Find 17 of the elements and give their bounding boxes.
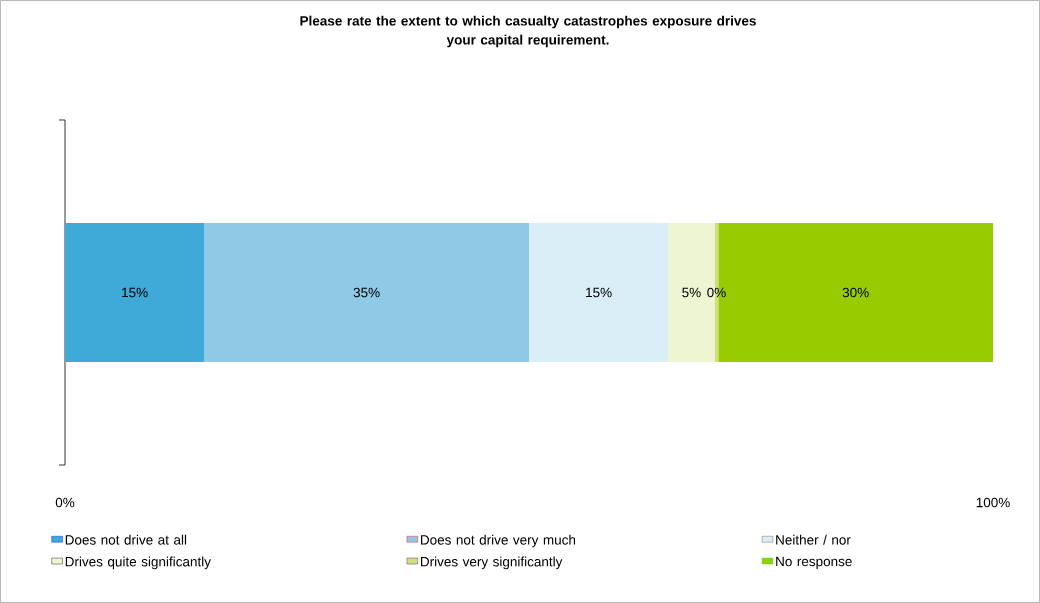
legend-label: Neither / nor — [776, 534, 851, 545]
chart-title: Please rate the extent to which casualty catastrophes exposure drives your capital requirement. — [300, 15, 756, 48]
data-label: 15% — [586, 287, 612, 298]
legend-label: Does not drive very much — [421, 534, 576, 548]
legend-label: Drives very significantly — [421, 556, 563, 570]
legend-label: Drives quite significantly — [65, 556, 211, 570]
data-label: 0% — [707, 287, 726, 298]
bar — [65, 223, 205, 362]
legend-label: No response — [776, 556, 852, 569]
legend-label: Does not drive at all — [65, 534, 187, 545]
bar — [204, 223, 530, 362]
data-label: 35% — [353, 287, 380, 298]
bar — [529, 223, 669, 362]
data-label: 15% — [122, 287, 148, 298]
data-label: 30% — [842, 287, 869, 298]
x-tick-label: 100% — [976, 497, 1010, 508]
data-label: 5% — [682, 287, 701, 298]
